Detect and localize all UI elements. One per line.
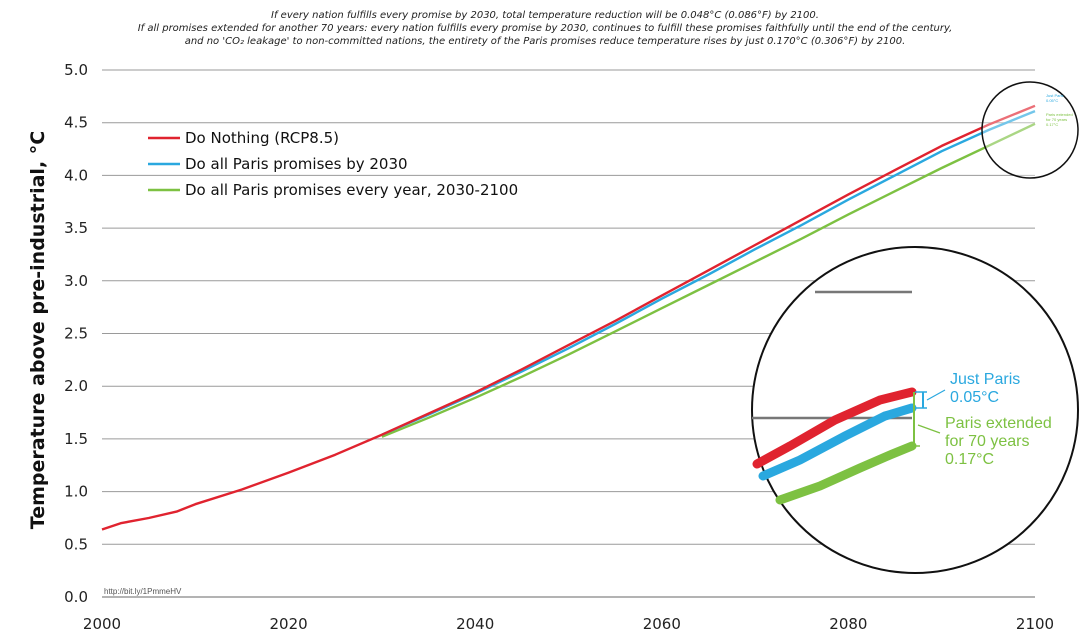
subtitle-line-1: If every nation fulfills every promise b…: [271, 10, 819, 21]
zoom-label-just-paris-value: 0.05°C: [950, 389, 999, 406]
zoom-label-paris-extended-value: 0.17°C: [945, 451, 994, 468]
y-tick-label: 2.0: [64, 377, 88, 395]
y-tick-label: 3.5: [64, 219, 88, 237]
zoom-indicator-circle: Just Paris 0.05°C Paris extended for 70 …: [981, 81, 1079, 179]
source-url: http://bit.ly/1PmmeHV: [104, 587, 182, 596]
y-tick-label: 4.5: [64, 114, 88, 132]
y-tick-label: 0.0: [64, 588, 88, 606]
y-tick-label: 3.0: [64, 272, 88, 290]
x-tick-label: 2100: [1016, 615, 1054, 633]
series-line-blue: [381, 109, 1036, 436]
x-tick-label: 2020: [270, 615, 308, 633]
subtitle-line-2: If all promises extended for another 70 …: [137, 23, 953, 34]
x-tick-labels: 2000 2020 2040 2060 2080 2100: [83, 615, 1054, 633]
y-tick-label: 1.0: [64, 483, 88, 501]
subtitle-line-3: and no 'CO₂ leakage' to non-committed na…: [184, 36, 906, 47]
legend-label: Do all Paris promises by 2030: [185, 155, 408, 173]
tiny-label-paris-extended: Paris extended: [1046, 112, 1073, 117]
x-tick-label: 2060: [643, 615, 681, 633]
tiny-label-paris-extended-value: 0.17°C: [1046, 122, 1058, 127]
legend-label: Do Nothing (RCP8.5): [185, 129, 339, 147]
zoom-label-for-70-years: for 70 years: [945, 433, 1029, 450]
y-tick-label: 2.5: [64, 325, 88, 343]
legend-label: Do all Paris promises every year, 2030-2…: [185, 181, 518, 199]
zoom-label-paris-extended: Paris extended: [945, 415, 1052, 432]
x-tick-label: 2080: [829, 615, 867, 633]
legend: Do Nothing (RCP8.5) Do all Paris promises…: [148, 129, 518, 199]
x-tick-label: 2040: [456, 615, 494, 633]
y-tick-labels: 0.0 0.5 1.0 1.5 2.0 2.5 3.0 3.5 4.0 4.5 5.0: [64, 61, 88, 606]
y-tick-label: 1.5: [64, 430, 88, 448]
tiny-label-for-70-years: for 70 years: [1046, 117, 1067, 122]
y-tick-label: 5.0: [64, 61, 88, 79]
series-line-red: [101, 104, 1036, 531]
series-line-green: [381, 122, 1036, 438]
y-tick-label: 4.0: [64, 166, 88, 184]
tiny-label-just-paris: Just Paris: [1046, 93, 1064, 98]
tiny-label-just-paris-value: 0.05°C: [1046, 98, 1058, 103]
zoom-inset: Just Paris 0.05°C Paris extended for 70 …: [751, 246, 1079, 574]
x-tick-label: 2000: [83, 615, 121, 633]
gridlines: [102, 69, 1035, 598]
zoom-label-just-paris: Just Paris: [950, 371, 1020, 388]
series-lines: [101, 104, 1036, 531]
y-tick-label: 0.5: [64, 535, 88, 553]
y-axis-label: Temperature above pre-industrial, °C: [27, 131, 49, 529]
